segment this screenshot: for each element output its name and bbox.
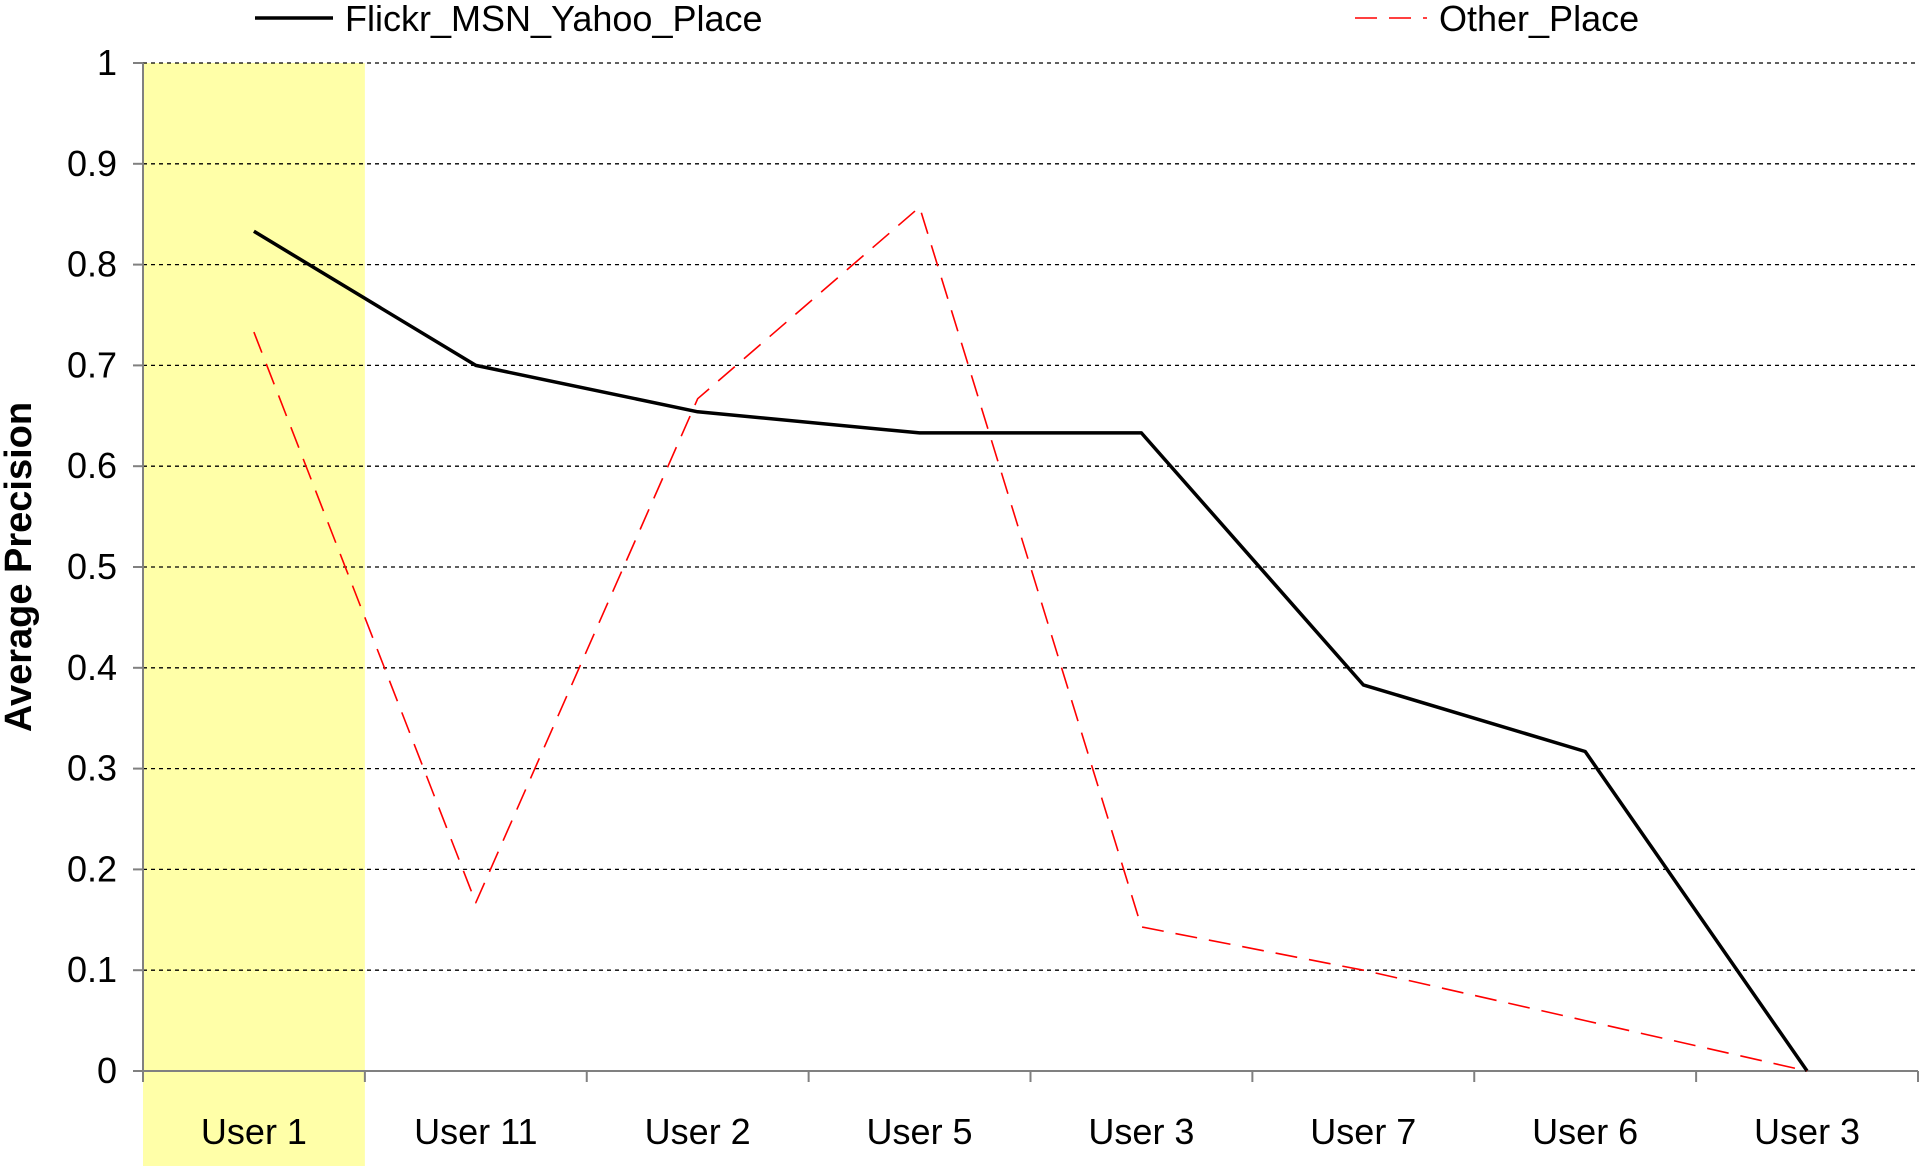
y-axis-title: Average Precision (0, 402, 40, 732)
y-tick-label: 0.1 (67, 949, 117, 990)
x-category-label: User 1 (201, 1111, 307, 1152)
series-line-1 (252, 229, 1809, 1072)
highlight-band (143, 63, 365, 1166)
highlight-layer (143, 63, 365, 1166)
legend-label-1: Flickr_MSN_Yahoo_Place (345, 0, 763, 39)
y-tick-label: 1 (97, 42, 117, 83)
x-category-label: User 11 (414, 1111, 537, 1152)
y-tick-label: 0.9 (67, 143, 117, 184)
y-tick-label: 0.8 (67, 244, 117, 285)
y-tick-label: 0.2 (67, 848, 117, 889)
labels-layer: 0 0.1 0.2 0.3 0.4 0.5 0.6 0.7 0.8 0.9 1 User 1 User … (0, 42, 1860, 1152)
x-category-label: User 5 (867, 1111, 973, 1152)
x-category-label: User 2 (645, 1111, 751, 1152)
axes-layer (133, 62, 1919, 1082)
series-line-2 (253, 206, 1808, 1072)
legend-label-2: Other_Place (1439, 0, 1639, 39)
x-category-label: User 3 (1088, 1111, 1194, 1152)
x-category-label: User 3 (1754, 1111, 1860, 1152)
x-category-label: User 6 (1532, 1111, 1638, 1152)
series-layer (252, 206, 1809, 1072)
y-tick-label: 0.4 (67, 647, 117, 688)
y-tick-label: 0.3 (67, 748, 117, 789)
y-tick-label: 0.6 (67, 445, 117, 486)
grid-layer (143, 62, 1918, 971)
y-tick-label: 0.7 (67, 344, 117, 385)
x-category-label: User 7 (1310, 1111, 1416, 1152)
y-tick-label: 0.5 (67, 546, 117, 587)
y-tick-label: 0 (97, 1050, 117, 1091)
legend: Flickr_MSN_Yahoo_Place Other_Place (255, 0, 1639, 39)
